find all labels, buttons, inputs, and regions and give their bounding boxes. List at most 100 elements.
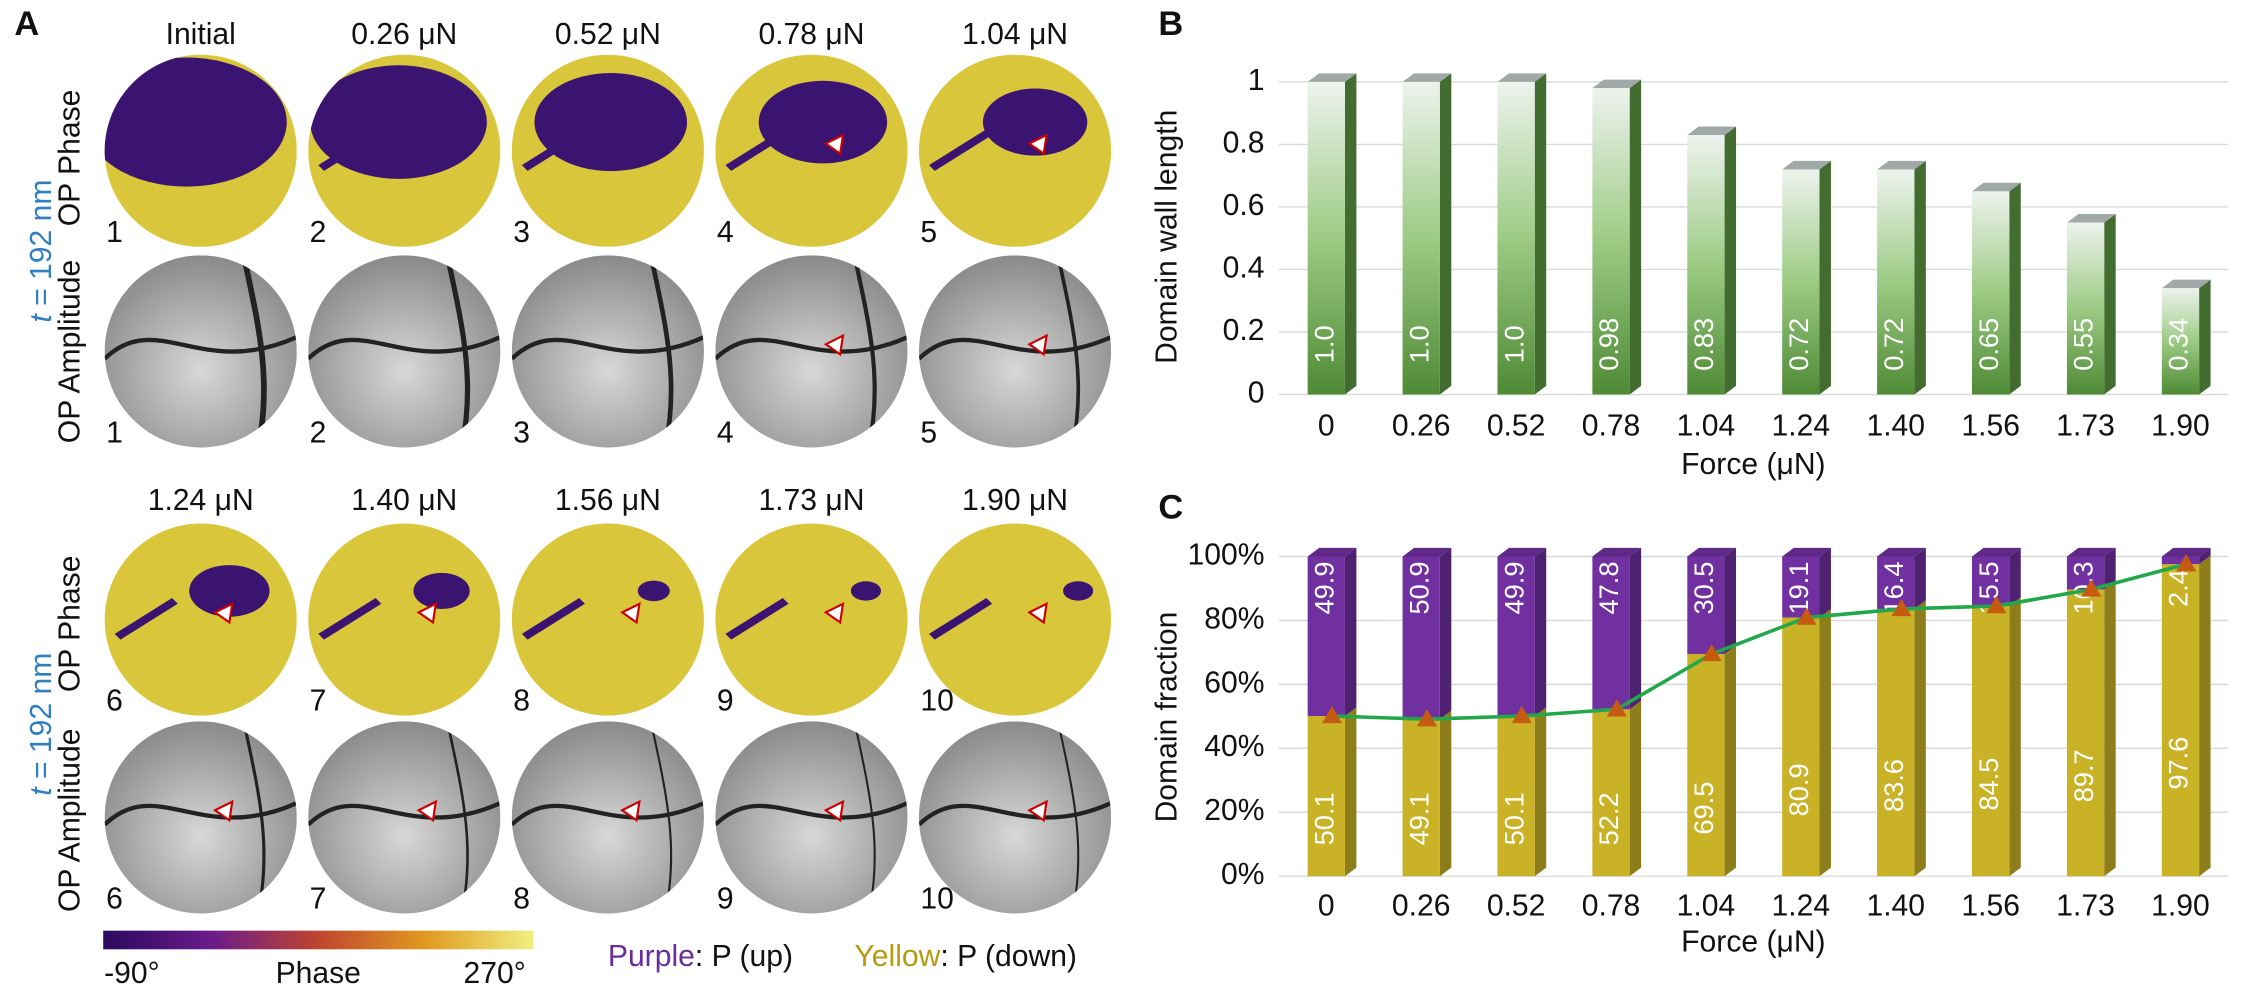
value-label: 0.55 [2068, 318, 2099, 371]
column-title: 0.26 μN [351, 18, 457, 51]
image-number: 10 [920, 685, 953, 718]
bar [1687, 653, 1725, 877]
legend-text: : P (down) [940, 940, 1077, 973]
y-tick-label: 40% [1204, 730, 1264, 763]
arrowhead [620, 799, 641, 823]
domain-streak [318, 129, 382, 171]
bar [1782, 169, 1820, 395]
column-title: 1.73 μN [758, 484, 864, 517]
domain-wall [242, 721, 266, 914]
fraction-marker [1891, 598, 1912, 617]
value-label: 97.6 [2163, 737, 2194, 790]
image-number: 1 [106, 417, 123, 450]
bar [1877, 169, 1915, 395]
value-label: 49.9 [1498, 562, 1529, 615]
domain-wall [1057, 721, 1080, 914]
image-number: 2 [310, 417, 327, 450]
column-title: 1.90 μN [962, 484, 1068, 517]
phase-background [715, 523, 908, 716]
bar-side [1914, 547, 1926, 609]
colorbar [103, 930, 534, 950]
column-title: 1.40 μN [351, 484, 457, 517]
phase-image [511, 523, 704, 716]
value-label: 80.9 [1783, 763, 1814, 816]
bar [1687, 135, 1725, 395]
domain-wall [852, 255, 877, 448]
image-number: 6 [106, 883, 123, 916]
amplitude-background [104, 721, 297, 914]
bar-top [1592, 547, 1642, 557]
value-label: 49.9 [1308, 562, 1339, 615]
bar-side [1439, 547, 1452, 720]
x-tick-label: 1.56 [1961, 409, 2020, 442]
bar-side [1629, 79, 1642, 395]
bar [1497, 81, 1535, 395]
arrowhead [1027, 601, 1048, 625]
value-label: 50.9 [1403, 562, 1434, 615]
bar [2161, 288, 2200, 395]
column-title: 1.56 μN [555, 484, 661, 517]
domain-streak [725, 129, 789, 171]
y-tick-label: 100% [1188, 538, 1265, 571]
thickness-text: = 192 nm [25, 653, 58, 788]
bar-side [1819, 608, 1831, 877]
amplitude-image [511, 721, 704, 914]
purple-domain [1063, 581, 1094, 601]
value-label: 0.72 [1783, 318, 1814, 371]
bar-side [1724, 547, 1737, 654]
domain-wall [444, 255, 471, 448]
amplitude-background [511, 255, 704, 448]
x-tick-label: 1.40 [1866, 890, 1925, 923]
amplitude-background [715, 721, 908, 914]
y-tick-label: 0 [1248, 376, 1265, 409]
y-tick-label: 80% [1204, 602, 1264, 635]
arrowhead [620, 601, 641, 625]
y-axis-title: Domain wall length [1150, 110, 1183, 364]
bar [1972, 606, 2010, 877]
fraction-marker [1511, 705, 1532, 724]
fraction-marker [1796, 607, 1817, 625]
row-label: OP Amplitude [54, 729, 87, 912]
domain-wall [715, 801, 908, 827]
bar [1592, 709, 1630, 877]
bar [1307, 81, 1345, 395]
image-number: 4 [717, 216, 734, 249]
value-label: 84.5 [1973, 758, 2004, 811]
amplitude-background [918, 721, 1112, 914]
image-number: 3 [513, 216, 530, 249]
x-tick-label: 1.90 [2151, 890, 2210, 923]
bar-side [1629, 700, 1642, 877]
bar [1402, 81, 1440, 395]
column-title: 0.52 μN [555, 18, 661, 51]
x-tick-label: 0.26 [1392, 890, 1451, 923]
value-label: 69.5 [1688, 782, 1719, 835]
bar-side [1534, 547, 1547, 717]
domain-streak [114, 129, 178, 171]
x-axis-title: Force (μN) [1681, 926, 1825, 959]
value-label: 2.4 [2163, 569, 2194, 607]
value-label: 19.1 [1783, 562, 1814, 615]
arrowhead [823, 333, 845, 357]
bar [1497, 716, 1535, 877]
bar-top [2161, 547, 2211, 557]
domain-streak [521, 129, 585, 171]
bar [2066, 589, 2105, 877]
phase-image [715, 54, 908, 247]
phase-image [918, 54, 1112, 247]
fraction-marker [1416, 709, 1437, 727]
colorbar-min: -90° [104, 957, 160, 990]
bar [1307, 716, 1345, 877]
phase-image [715, 523, 908, 716]
value-label: 47.8 [1593, 562, 1624, 615]
x-tick-label: 1.40 [1866, 409, 1925, 442]
phase-background [104, 523, 297, 716]
bar [1307, 556, 1345, 717]
phase-image [511, 54, 704, 247]
phase-image [918, 523, 1112, 716]
value-label: 0.34 [2163, 318, 2194, 371]
arrowhead [1027, 799, 1048, 823]
bar-side [1914, 160, 1926, 395]
legend-entry: Yellow: P (down) [854, 940, 1077, 973]
image-number: 7 [310, 883, 327, 916]
purple-domain [413, 572, 470, 609]
